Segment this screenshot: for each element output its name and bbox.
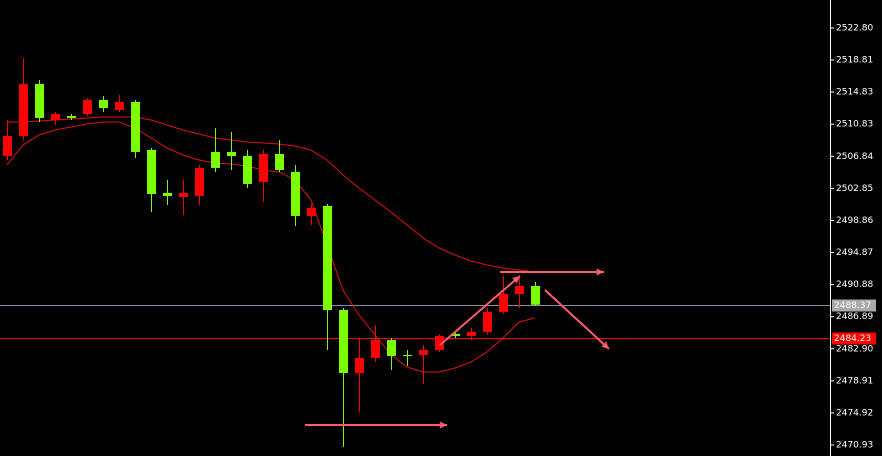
- candle-body: [515, 285, 524, 295]
- candle-body: [147, 149, 156, 194]
- y-tick-label: 2470.93: [836, 440, 873, 450]
- candle-body: [307, 207, 316, 216]
- candle-body: [323, 205, 332, 311]
- candle-body: [275, 153, 284, 170]
- candle-body: [3, 135, 12, 156]
- candle-body: [131, 101, 140, 152]
- price-label: 2484.23: [834, 334, 871, 344]
- moving-average: [6, 121, 536, 373]
- y-tick-label: 2490.88: [836, 280, 873, 290]
- candle-body: [483, 311, 492, 332]
- candle-body: [99, 100, 108, 108]
- candle-body: [35, 84, 44, 118]
- arrow-head: [601, 341, 609, 349]
- candle-body: [371, 339, 380, 358]
- y-tick-label: 2474.92: [836, 408, 873, 418]
- price-label-box: [832, 332, 876, 345]
- candle-body: [179, 192, 188, 197]
- candle-body: [211, 151, 220, 168]
- arrow-head: [439, 421, 447, 429]
- y-tick-label: 2514.83: [836, 88, 873, 98]
- price-label: 2488.37: [834, 301, 871, 311]
- candle-body: [163, 192, 172, 197]
- candle-body: [83, 100, 92, 114]
- y-tick-label: 2510.83: [836, 120, 873, 130]
- candle-body: [419, 349, 428, 355]
- y-tick-label: 2506.84: [836, 152, 873, 162]
- candle-body: [19, 84, 28, 136]
- arrow-head: [512, 276, 520, 284]
- y-tick-label: 2482.90: [836, 344, 873, 354]
- candle-body: [291, 171, 300, 216]
- arrow-head: [596, 268, 604, 276]
- candle-body: [51, 114, 60, 120]
- candle-body: [435, 335, 444, 350]
- y-tick-label: 2518.81: [836, 56, 873, 66]
- candle-body: [355, 357, 364, 373]
- candle-body: [467, 331, 476, 336]
- annotation-arrow: [544, 289, 610, 350]
- candle-body: [531, 285, 540, 305]
- candle-body: [499, 294, 508, 312]
- candle-body: [387, 339, 396, 356]
- candle-body: [67, 116, 76, 118]
- candle-body: [195, 167, 204, 197]
- candle-body: [403, 354, 412, 356]
- candle-body: [243, 155, 252, 184]
- candle-body: [451, 333, 460, 336]
- candle-body: [227, 151, 236, 156]
- y-tick-label: 2522.80: [836, 23, 873, 33]
- candle-body: [115, 101, 124, 110]
- price-label-box: [832, 299, 876, 312]
- moving-average: [7, 116, 536, 273]
- candle-body: [259, 153, 268, 182]
- y-tick-label: 2486.89: [836, 312, 873, 322]
- candle-body: [339, 310, 348, 373]
- annotation-arrow: [439, 275, 521, 346]
- y-tick-label: 2502.85: [836, 184, 873, 194]
- y-tick-label: 2478.91: [836, 376, 873, 386]
- y-tick-label: 2498.86: [836, 216, 873, 226]
- y-tick-label: 2494.87: [836, 248, 873, 258]
